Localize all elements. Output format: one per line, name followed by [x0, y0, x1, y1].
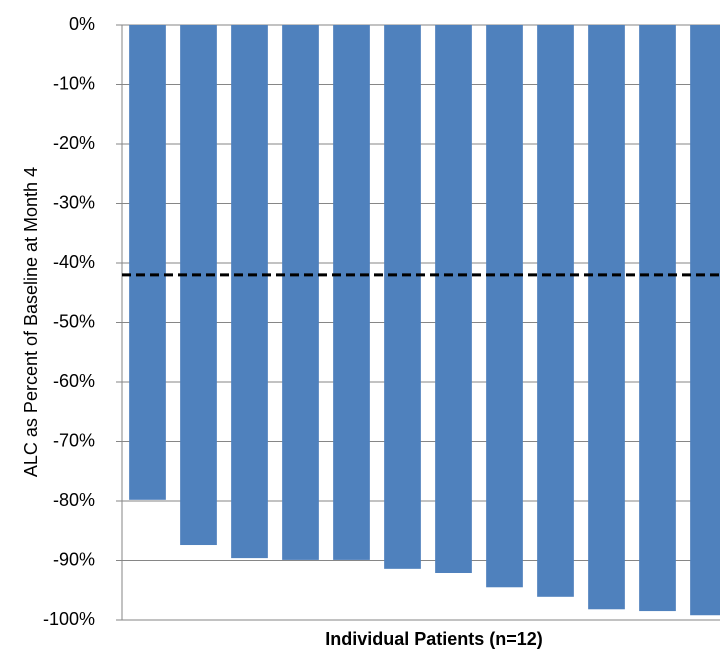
y-axis-title: ALC as Percent of Baseline at Month 4 [21, 167, 41, 477]
y-tick-label: -10% [53, 73, 95, 93]
bar [435, 25, 472, 573]
bar [384, 25, 421, 569]
bar [690, 25, 720, 616]
bar [231, 25, 268, 559]
bar [180, 25, 217, 546]
bar [282, 25, 319, 560]
y-tick-label: -70% [53, 430, 95, 450]
y-tick-label: -90% [53, 549, 95, 569]
x-axis-title: Individual Patients (n=12) [325, 629, 543, 649]
y-tick-label: 0% [69, 14, 95, 34]
y-tick-label: -80% [53, 490, 95, 510]
y-tick-label: -100% [43, 609, 95, 629]
bar [639, 25, 676, 612]
y-tick-label: -40% [53, 252, 95, 272]
y-tick-label: -20% [53, 133, 95, 153]
y-tick-label: -50% [53, 311, 95, 331]
bar [129, 25, 166, 500]
bar [588, 25, 625, 610]
y-tick-label: -60% [53, 371, 95, 391]
bar [486, 25, 523, 588]
bar [333, 25, 370, 560]
y-tick-label: -30% [53, 192, 95, 212]
bar [537, 25, 574, 597]
